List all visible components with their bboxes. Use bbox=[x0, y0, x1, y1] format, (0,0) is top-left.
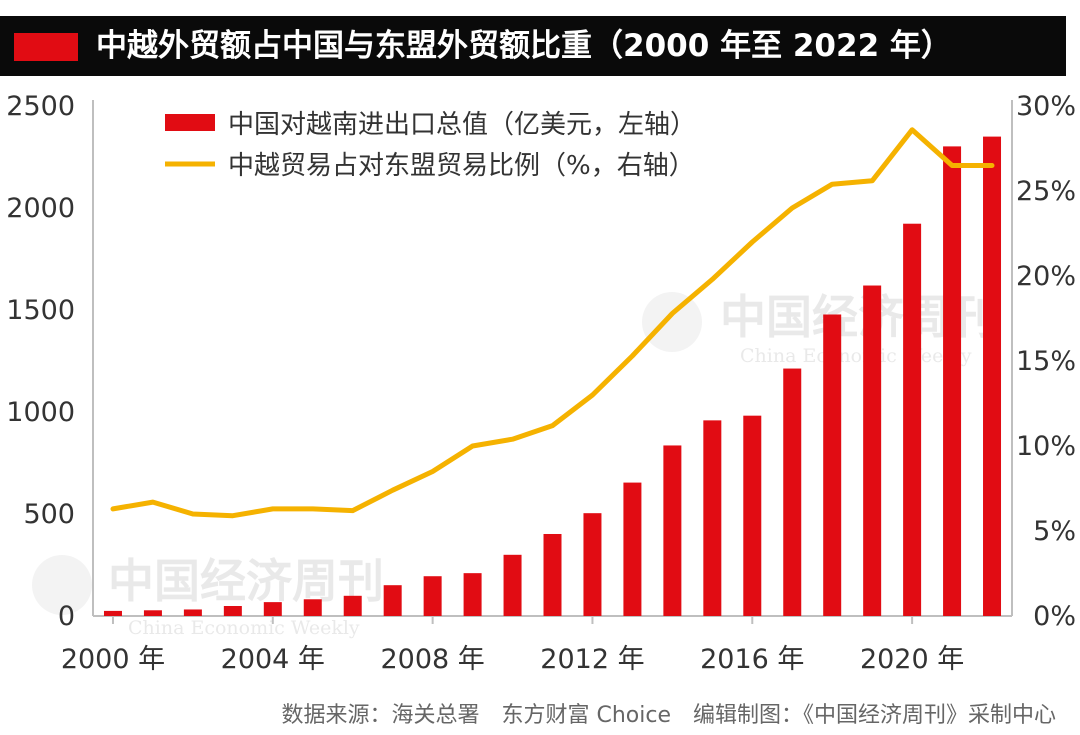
bar bbox=[143, 610, 162, 616]
x-tick-label: 2000 年 bbox=[61, 644, 165, 675]
x-tick-label: 2004 年 bbox=[221, 644, 325, 675]
x-tick-label: 2020 年 bbox=[860, 644, 964, 675]
bar bbox=[583, 513, 602, 616]
title-accent bbox=[14, 33, 78, 61]
source-note: 数据来源：海关总署 东方财富 Choice 编辑制图：《中国经济周刊》采制中心 bbox=[281, 703, 1056, 728]
bar-series bbox=[103, 136, 1002, 616]
x-tick-label: 2008 年 bbox=[380, 644, 484, 675]
legend-swatch-bar bbox=[165, 114, 215, 131]
bar bbox=[623, 482, 642, 616]
bar bbox=[903, 223, 922, 616]
watermark-text-en: China Economic Weekly bbox=[128, 617, 360, 639]
y-right-tick-label: 25% bbox=[1016, 176, 1076, 207]
x-tick-label: 2016 年 bbox=[700, 644, 804, 675]
bar bbox=[343, 595, 362, 616]
y-left-tick-label: 1000 bbox=[6, 397, 75, 428]
legend-label-bar: 中国对越南进出口总值（亿美元，左轴） bbox=[228, 110, 696, 140]
bar bbox=[103, 610, 122, 616]
y-left-tick-label: 2000 bbox=[6, 193, 75, 224]
bar bbox=[543, 533, 562, 616]
legend: 中国对越南进出口总值（亿美元，左轴） 中越贸易占对东盟贸易比例（%，右轴） bbox=[165, 110, 696, 181]
bar bbox=[983, 136, 1002, 616]
y-left-tick-label: 0 bbox=[58, 601, 75, 632]
chart-title: 中越外贸额占中国与东盟外贸额比重（2000 年至 2022 年） bbox=[96, 28, 952, 64]
legend-label-line: 中越贸易占对东盟贸易比例（%，右轴） bbox=[228, 151, 695, 181]
bar bbox=[743, 415, 762, 616]
y-right-tick-label: 10% bbox=[1016, 431, 1076, 462]
bar bbox=[423, 576, 442, 616]
watermark-text: 中国经济周刊 bbox=[108, 554, 384, 608]
bar bbox=[863, 285, 882, 616]
bar bbox=[943, 146, 962, 616]
bar bbox=[503, 554, 522, 616]
bar bbox=[383, 585, 402, 616]
axes: 0 500 1000 1500 2000 2500 0% 5% 10% 15% 20% 25% 30% 2… bbox=[6, 91, 1076, 675]
bar bbox=[223, 606, 242, 616]
bar bbox=[303, 599, 322, 616]
title-bar: 中越外贸额占中国与东盟外贸额比重（2000 年至 2022 年） bbox=[0, 16, 1066, 76]
bar bbox=[663, 445, 682, 616]
line-series bbox=[110, 127, 995, 519]
y-right-tick-label: 5% bbox=[1033, 516, 1076, 547]
bar bbox=[823, 314, 842, 616]
bar bbox=[183, 609, 202, 616]
watermark-logo bbox=[642, 292, 702, 352]
y-left-tick-label: 500 bbox=[23, 499, 75, 530]
bar bbox=[703, 420, 722, 616]
y-right-tick-label: 15% bbox=[1016, 346, 1076, 377]
x-tick-label: 2012 年 bbox=[540, 644, 644, 675]
bar bbox=[783, 368, 802, 616]
y-right-tick-label: 30% bbox=[1016, 91, 1076, 122]
bar bbox=[263, 602, 282, 616]
y-right-tick-label: 20% bbox=[1016, 261, 1076, 292]
line-series-path bbox=[110, 127, 995, 519]
y-right-tick-label: 0% bbox=[1033, 601, 1076, 632]
watermark-text-en: China Economic Weekly bbox=[740, 345, 972, 367]
y-left-tick-label: 1500 bbox=[6, 295, 75, 326]
y-left-tick-label: 2500 bbox=[6, 91, 75, 122]
watermark-logo bbox=[32, 555, 92, 615]
bar bbox=[463, 573, 482, 616]
